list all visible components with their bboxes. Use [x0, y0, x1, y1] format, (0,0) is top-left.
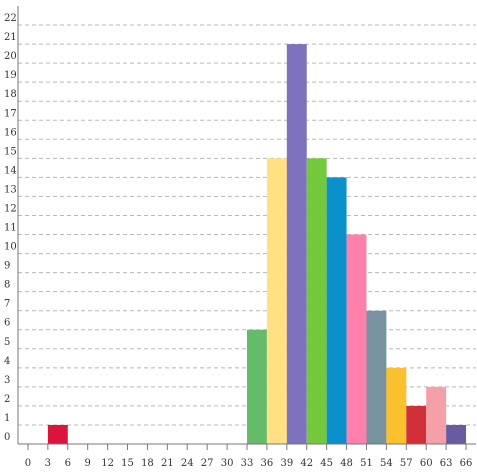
y-tick-label: 21 [4, 32, 17, 43]
histogram-bar [386, 367, 407, 444]
y-tick-label: 7 [4, 299, 10, 310]
y-tick-label: 3 [4, 375, 10, 386]
histogram-bar [346, 234, 367, 444]
x-tick-label: 39 [280, 458, 293, 469]
y-tick-label: 18 [4, 89, 17, 100]
histogram-bar [286, 44, 307, 445]
histogram-bar [366, 310, 387, 444]
histogram-bar [406, 405, 427, 444]
x-tick-label: 57 [400, 458, 413, 469]
x-tick-label: 36 [261, 458, 274, 469]
y-tick-label: 15 [4, 146, 17, 157]
histogram-bar [426, 386, 447, 444]
histogram-bar [326, 177, 347, 445]
x-tick-label: 30 [221, 458, 234, 469]
histogram-bar [446, 424, 467, 444]
x-tick-label: 51 [360, 458, 373, 469]
y-tick-label: 12 [4, 203, 17, 214]
x-tick-label: 24 [181, 458, 194, 469]
histogram-bar [47, 424, 68, 444]
y-tick-label: 10 [4, 242, 17, 253]
y-tick-label: 16 [4, 127, 17, 138]
y-tick-label: 13 [4, 184, 17, 195]
y-tick-label: 1 [4, 413, 10, 424]
y-tick-label: 11 [4, 223, 17, 234]
y-tick-label: 4 [4, 356, 10, 367]
x-tick-label: 9 [85, 458, 91, 469]
x-tick-label: 42 [300, 458, 313, 469]
y-tick-label: 6 [4, 318, 10, 329]
axis-layer [17, 6, 476, 450]
x-tick-label: 18 [141, 458, 154, 469]
histogram-bar [266, 158, 287, 444]
histogram-bar [247, 329, 267, 444]
y-tick-label: 14 [4, 165, 17, 176]
x-tick-label: 21 [161, 458, 174, 469]
x-tick-label: 48 [340, 458, 353, 469]
x-tick-label: 60 [420, 458, 433, 469]
bar-layer [47, 44, 467, 445]
x-tick-label: 66 [460, 458, 473, 469]
x-tick-label: 45 [320, 458, 333, 469]
histogram-bar [306, 158, 327, 444]
x-tick-label: 54 [380, 458, 393, 469]
x-tick-label: 3 [45, 458, 51, 469]
y-tick-label: 2 [4, 394, 10, 405]
x-tick-label: 63 [440, 458, 453, 469]
y-tick-label: 0 [4, 432, 10, 443]
y-tick-label: 19 [4, 70, 17, 81]
x-tick-label: 27 [201, 458, 214, 469]
x-tick-label: 6 [65, 458, 71, 469]
y-tick-label: 9 [4, 261, 10, 272]
y-tick-label: 5 [4, 337, 10, 348]
x-tick-label: 15 [121, 458, 134, 469]
y-tick-label: 8 [4, 280, 10, 291]
y-tick-label: 22 [4, 13, 17, 24]
x-tick-label: 33 [241, 458, 254, 469]
y-tick-label: 20 [4, 51, 17, 62]
y-tick-label: 17 [4, 108, 17, 119]
x-tick-label: 0 [25, 458, 31, 469]
x-tick-label: 12 [101, 458, 114, 469]
